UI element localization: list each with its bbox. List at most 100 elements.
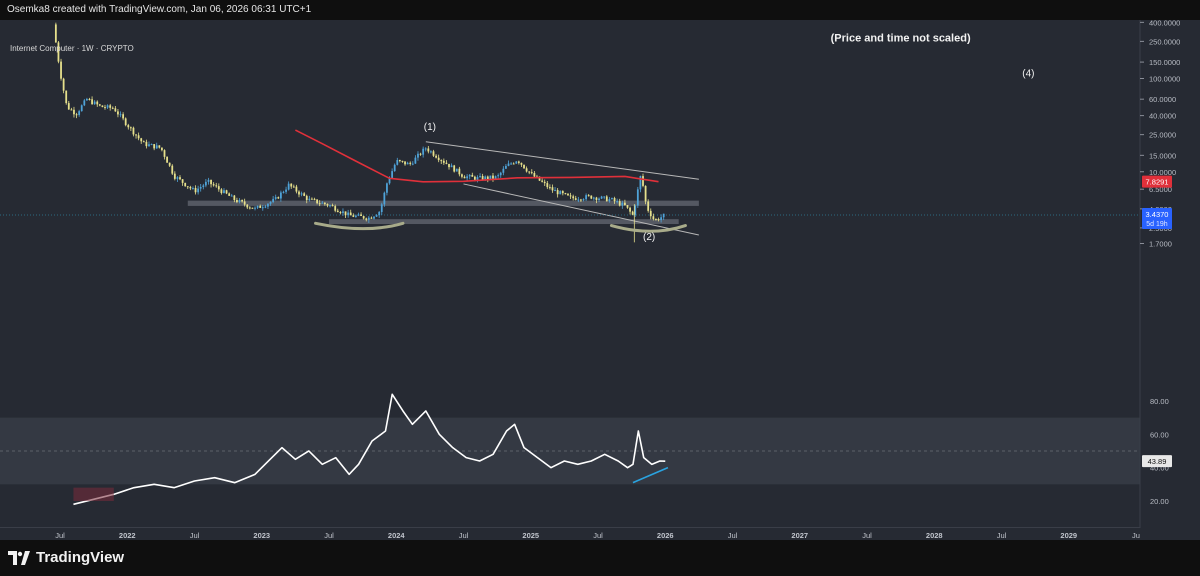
- candle-body: [303, 193, 306, 196]
- candle-body: [342, 211, 344, 213]
- candle-body: [417, 153, 419, 158]
- candle-body: [505, 165, 507, 169]
- candle-body: [65, 90, 68, 104]
- candle-body: [567, 193, 569, 196]
- candle-body: [445, 162, 448, 164]
- candle-body: [422, 148, 425, 155]
- candle-body: [520, 162, 523, 165]
- candle-body: [510, 163, 512, 165]
- candle-body: [148, 144, 150, 147]
- price-tick-label: 60.0000: [1149, 95, 1176, 104]
- price-tick-label: 10.0000: [1149, 168, 1176, 177]
- rsi-oversold-highlight: [73, 487, 114, 501]
- candle-body: [419, 153, 422, 155]
- time-scale-background: [0, 528, 1200, 540]
- chart-area[interactable]: 2,200.00001,400.0000900.0000600.0000400.…: [0, 20, 1200, 540]
- candle-body: [556, 190, 559, 195]
- channel-upper-line: [425, 141, 699, 180]
- tradingview-logo[interactable]: TradingView: [8, 549, 124, 566]
- candle-body: [199, 187, 202, 189]
- candle-body: [367, 217, 370, 220]
- wave-annotation: (2): [643, 232, 655, 243]
- ma-value-label: 7.8291: [1146, 178, 1169, 187]
- time-tick-label: Jul: [459, 531, 469, 540]
- candle-body: [497, 175, 500, 177]
- candle-body: [305, 195, 308, 201]
- rsi-tick-label: 20.00: [1150, 497, 1169, 506]
- time-tick-label: Jul: [55, 531, 65, 540]
- candle-body: [197, 188, 200, 193]
- candle-body: [373, 216, 375, 219]
- ma-value-badge: [1142, 175, 1172, 188]
- candle-body: [569, 195, 572, 197]
- candle-body: [401, 160, 404, 162]
- candle-body: [168, 162, 171, 166]
- candle-body: [486, 176, 489, 180]
- candle-body: [132, 127, 135, 135]
- tradingview-brand: TradingView: [36, 549, 125, 566]
- candle-body: [163, 150, 166, 157]
- wave-annotation: (4): [1022, 69, 1034, 80]
- candle-body: [145, 141, 148, 147]
- cup-arc-left: [314, 221, 405, 231]
- candle-body: [233, 195, 236, 201]
- candle-body: [104, 107, 106, 109]
- price-scale-background: [1140, 20, 1200, 528]
- wave-annotation: (1): [424, 122, 436, 133]
- candle-body: [274, 197, 277, 199]
- candle-body: [181, 179, 184, 183]
- price-chart-svg[interactable]: 2,200.00001,400.0000900.0000600.0000400.…: [0, 20, 1200, 540]
- candle-body: [261, 207, 264, 209]
- candle-body: [329, 205, 331, 207]
- time-tick-label: 2026: [657, 531, 674, 540]
- candle-body: [626, 205, 629, 208]
- candle-body: [339, 212, 342, 214]
- candle-body: [238, 199, 241, 203]
- candle-body: [388, 178, 391, 184]
- candle-body: [323, 202, 326, 205]
- tradingview-icon: [8, 550, 30, 565]
- candle-body: [455, 168, 458, 172]
- candle-body: [109, 105, 112, 108]
- time-tick-label: Jul: [324, 531, 334, 540]
- candle-body: [404, 161, 406, 165]
- candle-body: [644, 185, 647, 202]
- candle-body: [217, 186, 220, 190]
- price-tick-label: 100.0000: [1149, 75, 1180, 84]
- candle-body: [543, 181, 546, 184]
- candle-body: [559, 191, 562, 195]
- candle-body: [80, 105, 83, 112]
- candle-body: [375, 215, 378, 217]
- price-tick-label: 25.0000: [1149, 131, 1176, 140]
- candle-body: [592, 197, 595, 199]
- candle-body: [75, 114, 78, 116]
- symbol-title[interactable]: Internet Computer · 1W · CRYPTO: [10, 44, 134, 53]
- candle-body: [448, 163, 450, 168]
- candle-body: [360, 214, 362, 217]
- candle-body: [662, 213, 665, 218]
- candle-body: [383, 192, 386, 205]
- price-tick-label: 400.0000: [1149, 20, 1180, 27]
- rsi-tick-label: 40.00: [1150, 464, 1169, 473]
- candle-body: [533, 172, 536, 177]
- candle-body: [161, 147, 163, 151]
- candle-body: [254, 207, 256, 209]
- candle-body: [267, 203, 269, 207]
- candle-body: [406, 162, 409, 165]
- candle-body: [546, 183, 549, 188]
- candle-body: [631, 211, 634, 215]
- candle-body: [336, 210, 339, 213]
- candle-body: [590, 195, 593, 199]
- candle-body: [101, 105, 104, 108]
- candle-body: [326, 204, 329, 206]
- candle-body: [117, 111, 119, 115]
- candle-body: [393, 164, 396, 172]
- candle-body: [331, 205, 334, 207]
- candle-body: [442, 160, 445, 163]
- candle-body: [223, 190, 225, 194]
- candle-body: [300, 193, 303, 195]
- candle-body: [153, 144, 156, 149]
- candle-body: [437, 157, 440, 161]
- candle-body: [595, 197, 598, 200]
- candle-body: [352, 215, 355, 217]
